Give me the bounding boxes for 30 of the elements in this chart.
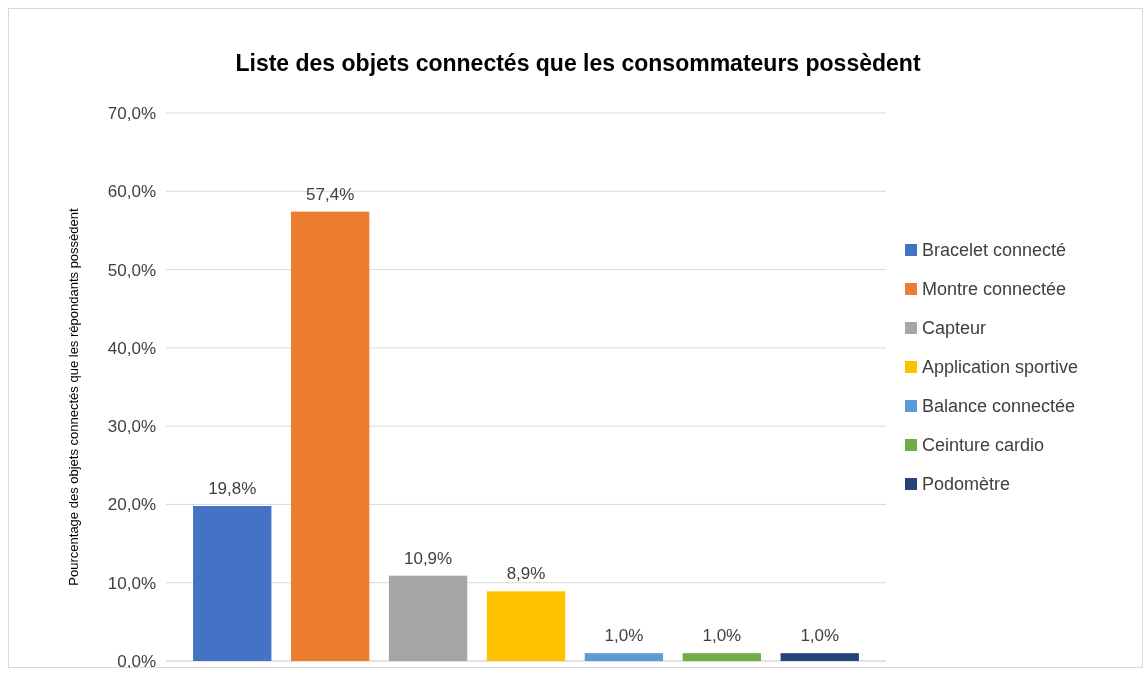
legend-label: Montre connectée	[922, 279, 1067, 299]
data-label: 10,9%	[403, 548, 453, 568]
y-tick-label: 60,0%	[107, 182, 156, 202]
data-label: 19,8%	[208, 478, 257, 498]
bar	[290, 211, 370, 661]
legend-label: Application sportive	[922, 357, 1079, 377]
data-label: 1,0%	[604, 626, 644, 646]
bar	[584, 653, 664, 661]
y-axis-title: Pourcentage des objets connectés que les répondants possèdent	[66, 207, 81, 586]
bar	[682, 653, 762, 661]
bar	[780, 653, 859, 661]
legend-label: Bracelet connecté	[922, 240, 1067, 260]
data-label: 1,0%	[702, 626, 742, 646]
y-tick-label: 70,0%	[107, 104, 156, 123]
data-label: 57,4%	[306, 184, 355, 204]
y-tick-label: 10,0%	[107, 573, 156, 593]
chart-title: Liste des objets connectés que les consommateurs possèdent	[235, 50, 921, 76]
legend-label: Capteur	[922, 318, 987, 338]
legend-label: Balance connectée	[922, 396, 1076, 416]
legend-label: Ceinture cardio	[922, 435, 1045, 455]
legend-label: Podomètre	[922, 474, 1011, 494]
y-tick-label: 40,0%	[107, 338, 156, 358]
y-tick-label: 50,0%	[107, 260, 156, 280]
bar	[193, 505, 272, 661]
y-tick-label: 20,0%	[107, 495, 156, 515]
data-label: 8,9%	[506, 564, 546, 584]
data-label: 1,0%	[800, 626, 840, 646]
bar	[486, 591, 566, 661]
y-tick-label: 30,0%	[107, 417, 156, 437]
bar	[388, 575, 468, 661]
